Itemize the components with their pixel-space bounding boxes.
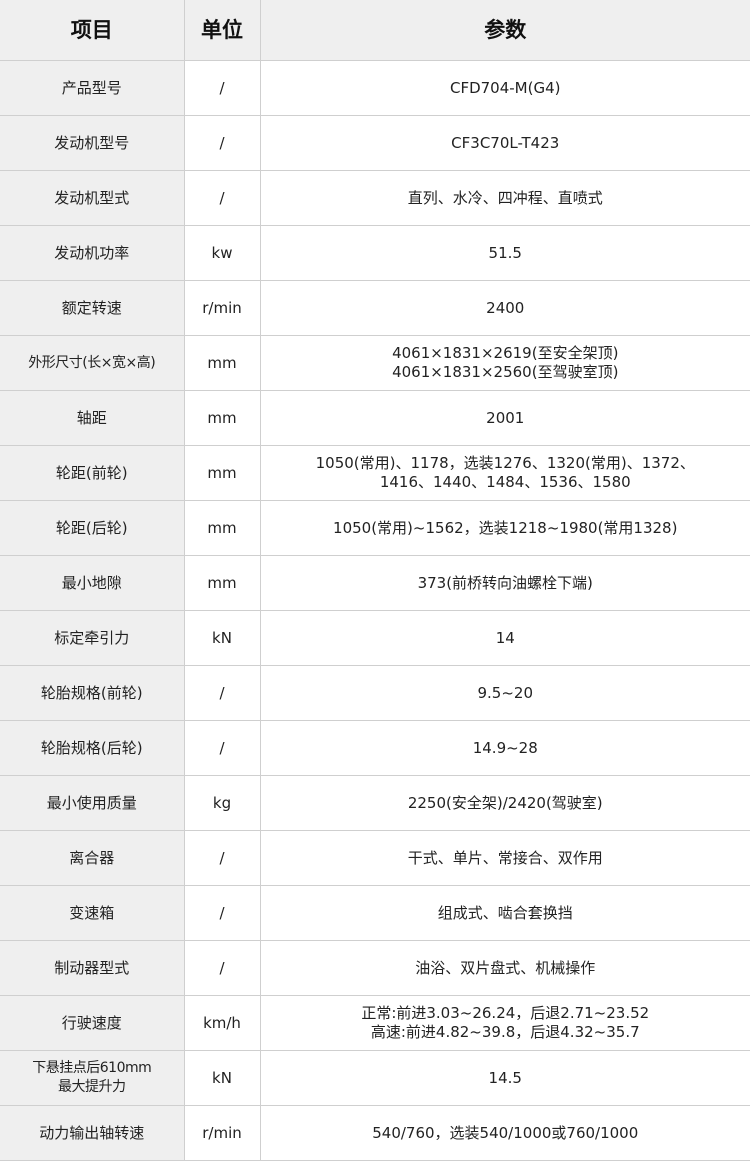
unit-cell: / bbox=[183, 885, 261, 941]
unit-cell: mm bbox=[183, 335, 261, 391]
value-cell: 2001 bbox=[259, 390, 750, 446]
value-cell: 4061×1831×2619(至安全架顶) 4061×1831×2560(至驾驶… bbox=[259, 335, 750, 391]
unit-cell: / bbox=[183, 115, 261, 171]
value-cell: 373(前桥转向油螺栓下端) bbox=[259, 555, 750, 611]
value-cell: 1050(常用)~1562，选装1218~1980(常用1328) bbox=[259, 500, 750, 556]
item-cell: 行驶速度 bbox=[0, 995, 185, 1051]
item-cell: 轮距(前轮) bbox=[0, 445, 185, 501]
table-row: 最小使用质量 kg 2250(安全架)/2420(驾驶室) bbox=[0, 775, 750, 831]
table-row: 外形尺寸(长×宽×高) mm 4061×1831×2619(至安全架顶) 4061×… bbox=[0, 335, 750, 391]
unit-cell: / bbox=[183, 665, 261, 721]
unit-cell: / bbox=[183, 60, 261, 116]
item-cell: 产品型号 bbox=[0, 60, 185, 116]
item-cell: 标定牵引力 bbox=[0, 610, 185, 666]
item-cell: 离合器 bbox=[0, 830, 185, 886]
unit-cell: mm bbox=[183, 445, 261, 501]
table-row: 最小地隙 mm 373(前桥转向油螺栓下端) bbox=[0, 555, 750, 611]
table-row: 发动机功率 kw 51.5 bbox=[0, 225, 750, 281]
value-cell: 干式、单片、常接合、双作用 bbox=[259, 830, 750, 886]
unit-cell: kg bbox=[183, 775, 261, 831]
unit-cell: r/min bbox=[183, 1105, 261, 1161]
table-row: 下悬挂点后610mm 最大提升力 kN 14.5 bbox=[0, 1050, 750, 1106]
value-cell: CFD704-M(G4) bbox=[259, 60, 750, 116]
header-param: 参数 bbox=[259, 0, 750, 61]
value-cell: 油浴、双片盘式、机械操作 bbox=[259, 940, 750, 996]
unit-cell: km/h bbox=[183, 995, 261, 1051]
item-cell: 轮距(后轮) bbox=[0, 500, 185, 556]
table-row: 轮胎规格(前轮)/9.5~20 bbox=[0, 665, 750, 721]
table-row: 轮胎规格(后轮)/14.9~28 bbox=[0, 720, 750, 776]
value-cell: 2400 bbox=[259, 280, 750, 336]
value-cell: 正常:前进3.03~26.24，后退2.71~23.52 高速:前进4.82~3… bbox=[259, 995, 750, 1051]
unit-cell: mm bbox=[183, 390, 261, 446]
unit-cell: kN bbox=[183, 610, 261, 666]
value-cell: 2250(安全架)/2420(驾驶室) bbox=[259, 775, 750, 831]
value-cell: 14.9~28 bbox=[259, 720, 750, 776]
table-row: 变速箱 / 组成式、啮合套换挡 bbox=[0, 885, 750, 941]
table-row: 发动机型号 / CF3C70L-T423 bbox=[0, 115, 750, 171]
table-row: 产品型号 / CFD704-M(G4) bbox=[0, 60, 750, 116]
value-cell: 14.5 bbox=[259, 1050, 750, 1106]
item-cell: 额定转速 bbox=[0, 280, 185, 336]
unit-cell: kN bbox=[183, 1050, 261, 1106]
value-cell: 51.5 bbox=[259, 225, 750, 281]
table-row: 轮距(前轮) mm 1050(常用)、1178，选装1276、1320(常用)、13… bbox=[0, 445, 750, 501]
table-row: 标定牵引力 kN 14 bbox=[0, 610, 750, 666]
unit-cell: / bbox=[183, 940, 261, 996]
unit-cell: / bbox=[183, 830, 261, 886]
table-row: 轴距 mm 2001 bbox=[0, 390, 750, 446]
table-row: 额定转速 r/min 2400 bbox=[0, 280, 750, 336]
unit-cell: / bbox=[183, 170, 261, 226]
value-cell: CF3C70L-T423 bbox=[259, 115, 750, 171]
item-cell: 最小使用质量 bbox=[0, 775, 185, 831]
item-cell: 变速箱 bbox=[0, 885, 185, 941]
item-cell: 动力输出轴转速 bbox=[0, 1105, 185, 1161]
unit-cell: mm bbox=[183, 555, 261, 611]
table-row: 动力输出轴转速 r/min 540/760，选装540/1000或760/1000 bbox=[0, 1105, 750, 1161]
item-cell: 轮胎规格(前轮) bbox=[0, 665, 185, 721]
unit-cell: kw bbox=[183, 225, 261, 281]
table-row: 行驶速度 km/h 正常:前进3.03~26.24，后退2.71~23.52 高速:… bbox=[0, 995, 750, 1051]
table-row: 制动器型式 / 油浴、双片盘式、机械操作 bbox=[0, 940, 750, 996]
unit-cell: r/min bbox=[183, 280, 261, 336]
value-cell: 14 bbox=[259, 610, 750, 666]
table-row: 轮距(后轮) mm 1050(常用)~1562，选装1218~1980(常用1328… bbox=[0, 500, 750, 556]
value-cell: 1050(常用)、1178，选装1276、1320(常用)、1372、 1416… bbox=[259, 445, 750, 501]
unit-cell: / bbox=[183, 720, 261, 776]
unit-cell: mm bbox=[183, 500, 261, 556]
header-unit: 单位 bbox=[183, 0, 261, 61]
table-row: 发动机型式 / 直列、水冷、四冲程、直喷式 bbox=[0, 170, 750, 226]
item-cell: 轴距 bbox=[0, 390, 185, 446]
item-cell: 发动机型式 bbox=[0, 170, 185, 226]
value-cell: 组成式、啮合套换挡 bbox=[259, 885, 750, 941]
item-cell: 轮胎规格(后轮) bbox=[0, 720, 185, 776]
item-cell: 下悬挂点后610mm 最大提升力 bbox=[0, 1050, 185, 1106]
item-cell: 外形尺寸(长×宽×高) bbox=[0, 335, 185, 391]
item-cell: 发动机型号 bbox=[0, 115, 185, 171]
header-item: 项目 bbox=[0, 0, 185, 61]
item-cell: 发动机功率 bbox=[0, 225, 185, 281]
header-row: 项目 单位 参数 bbox=[0, 0, 750, 61]
item-cell: 最小地隙 bbox=[0, 555, 185, 611]
value-cell: 直列、水冷、四冲程、直喷式 bbox=[259, 170, 750, 226]
value-cell: 9.5~20 bbox=[259, 665, 750, 721]
item-cell: 制动器型式 bbox=[0, 940, 185, 996]
value-cell: 540/760，选装540/1000或760/1000 bbox=[259, 1105, 750, 1161]
table-row: 离合器 / 干式、单片、常接合、双作用 bbox=[0, 830, 750, 886]
